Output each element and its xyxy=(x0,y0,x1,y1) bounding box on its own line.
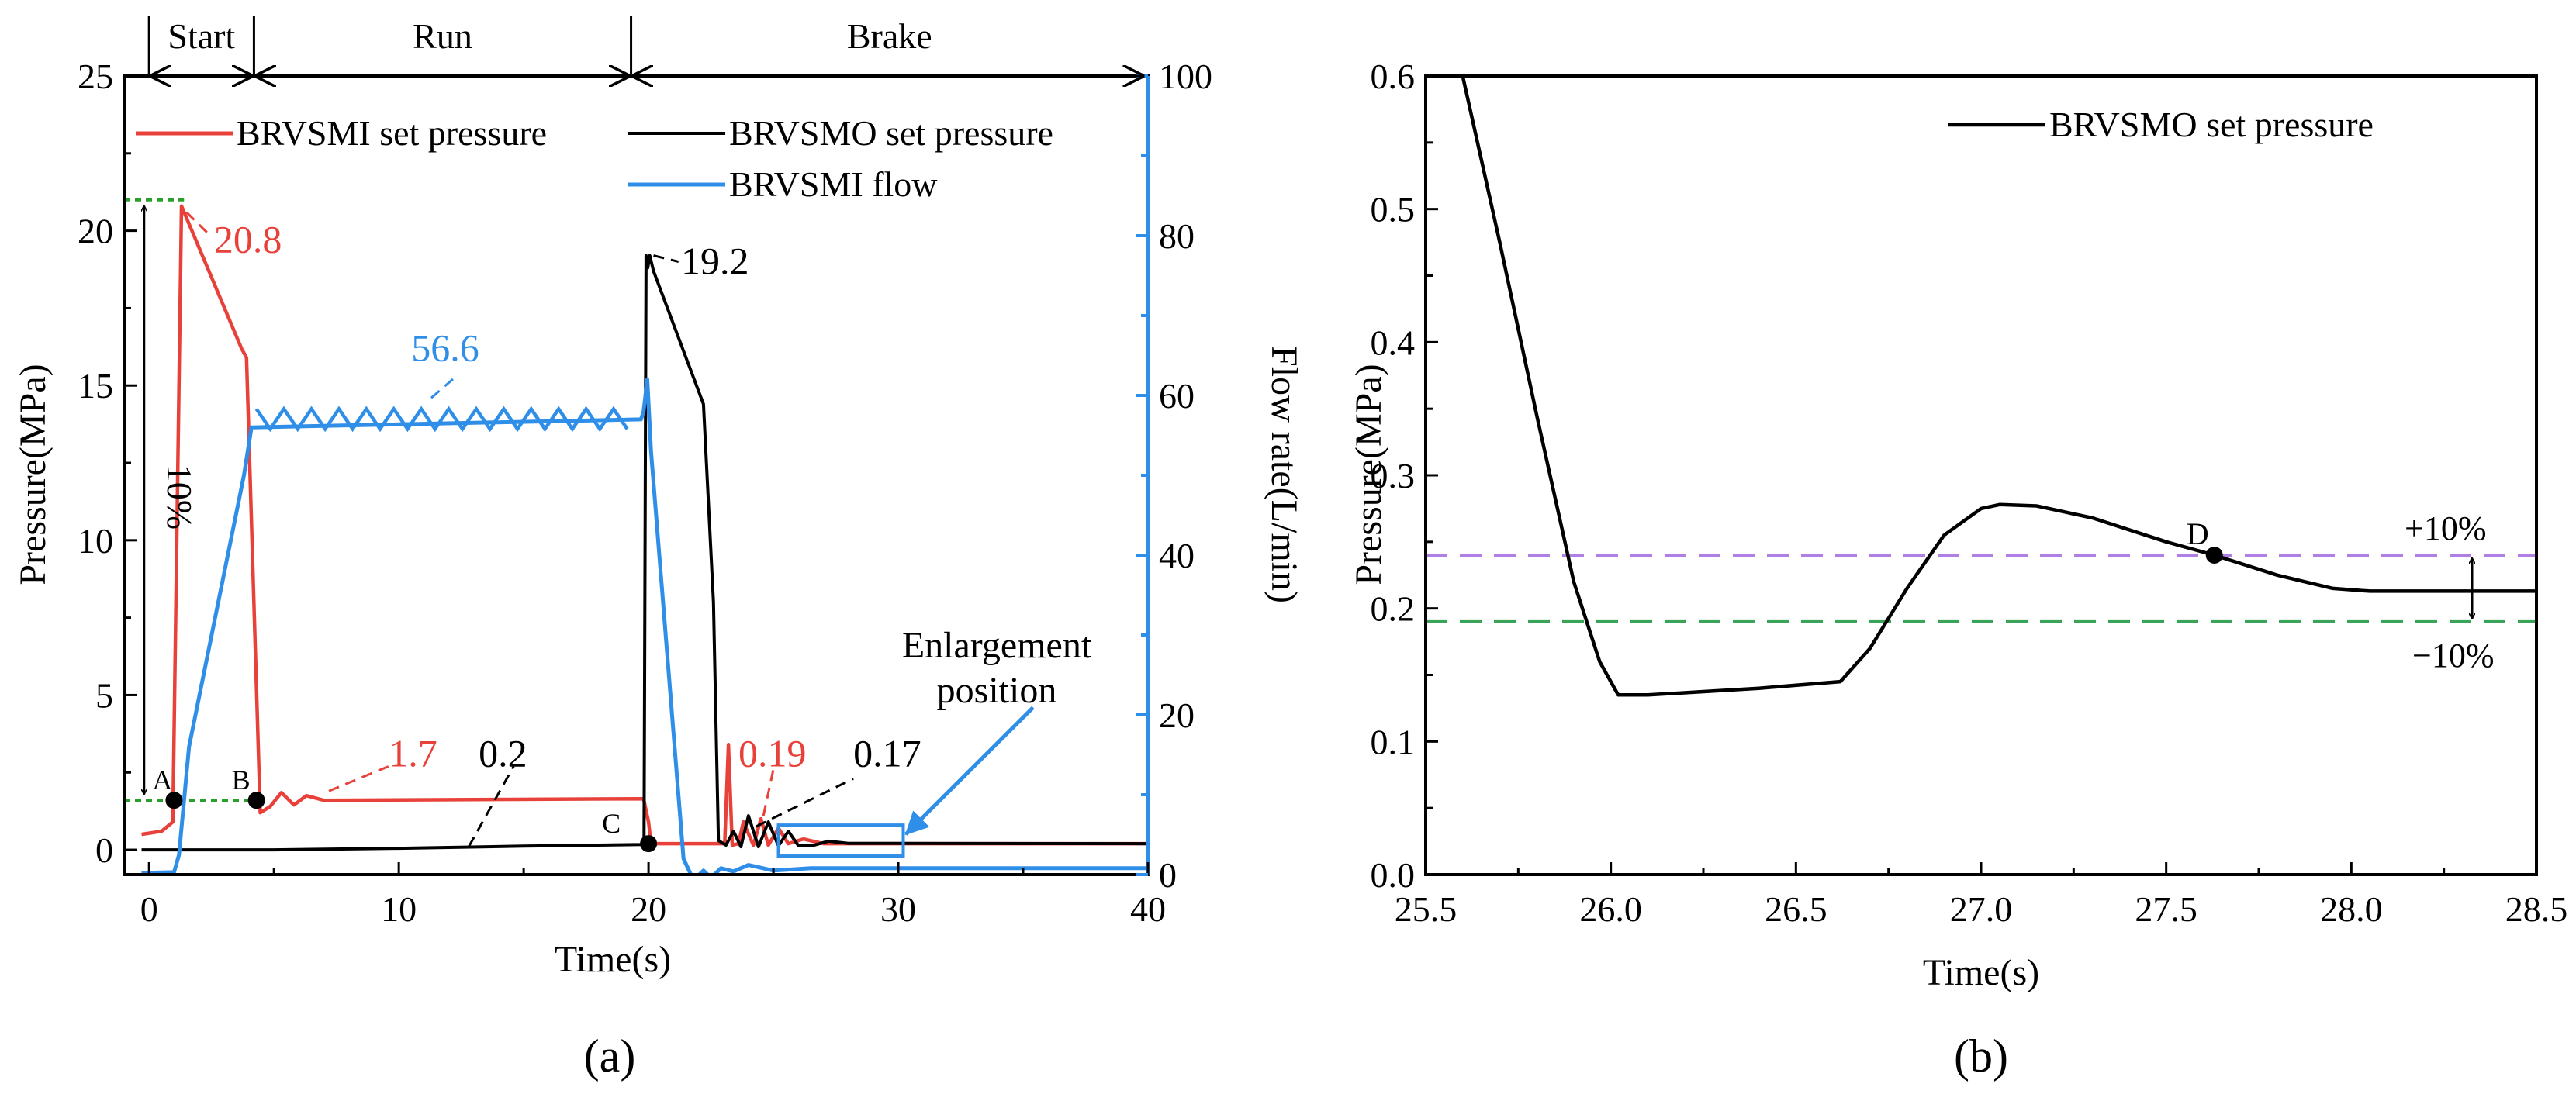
point-a-label: A xyxy=(152,764,172,795)
x-tick-label: 26.0 xyxy=(1579,889,1642,929)
panel-a: 0 10 20 30 40 0 5 10 15 20 25 0 20 40 60… xyxy=(12,16,1305,1082)
y-tick-label: 0.3 xyxy=(1371,456,1416,495)
series-brvsmo-set-pressure-zoom xyxy=(1461,76,2536,697)
panel-a-ticks xyxy=(124,74,1150,876)
y-tick-label: 20 xyxy=(78,212,113,251)
band-plus-label: +10% xyxy=(2405,509,2486,547)
panel-a-x-tick-labels: 0 10 20 30 40 xyxy=(140,889,1166,929)
leader-line xyxy=(467,765,515,847)
legend-label-black: BRVSMO set pressure xyxy=(729,113,1053,153)
y-tick-label: 0.2 xyxy=(1371,589,1416,629)
right-y-tick-label: 80 xyxy=(1159,216,1195,256)
phase-label-start: Start xyxy=(168,16,235,56)
right-y-tick-label: 60 xyxy=(1159,376,1195,416)
leader-line xyxy=(430,375,458,399)
y-tick-label: 0.1 xyxy=(1371,722,1416,761)
right-y-tick-label: 100 xyxy=(1159,57,1212,96)
point-c-label: C xyxy=(602,808,621,839)
y-tick-label: 0 xyxy=(95,830,113,870)
x-tick-label: 28.5 xyxy=(2505,889,2568,929)
phase-markers: Start Run Brake xyxy=(147,16,1143,76)
x-tick-label: 10 xyxy=(381,889,417,929)
point-b-marker xyxy=(247,792,265,809)
panel-a-axes-frame xyxy=(123,74,1150,876)
phase-label-brake: Brake xyxy=(847,16,932,56)
panel-a-right-axis-label: Flow rate(L/min) xyxy=(1264,346,1305,603)
legend-label-black: BRVSMO set pressure xyxy=(2049,105,2374,144)
leader-line xyxy=(328,764,389,792)
y-tick-label: 0.5 xyxy=(1371,190,1416,229)
leader-line xyxy=(762,768,775,816)
point-d-marker xyxy=(2205,547,2223,564)
legend-label-red: BRVSMI set pressure xyxy=(237,113,547,153)
flow-plateau-label: 56.6 xyxy=(411,326,479,369)
x-tick-label: 0 xyxy=(140,889,158,929)
point-c-marker xyxy=(640,835,658,853)
series-brvsmo-set-pressure xyxy=(141,254,1148,852)
panel-b-ticks xyxy=(1424,74,2538,876)
right-y-tick-label: 40 xyxy=(1159,536,1195,575)
y-tick-label: 25 xyxy=(78,57,113,96)
series-brvsmi-flow xyxy=(141,377,1148,875)
panel-a-x-axis-label: Time(s) xyxy=(555,939,671,980)
legend-label-blue: BRVSMI flow xyxy=(729,164,938,204)
percent-label: 10% xyxy=(160,464,199,530)
y-tick-label: 0.6 xyxy=(1371,57,1416,96)
enlargement-label-line2: position xyxy=(937,670,1057,711)
y-tick-label: 10 xyxy=(78,521,113,561)
point-a-marker xyxy=(165,792,183,809)
peak-red-label: 20.8 xyxy=(214,218,282,261)
x-tick-label: 27.0 xyxy=(1950,889,2013,929)
leader-line xyxy=(653,254,679,263)
x-tick-label: 40 xyxy=(1130,889,1166,929)
panel-a-right-tick-labels: 0 20 40 60 80 100 xyxy=(1159,57,1212,895)
panel-b-plot-area xyxy=(1426,76,2536,697)
right-y-tick-label: 20 xyxy=(1159,695,1195,735)
x-tick-label: 30 xyxy=(880,889,916,929)
panel-b-legend: BRVSMO set pressure xyxy=(1948,105,2374,144)
phase-label-run: Run xyxy=(413,16,472,56)
red-steady-label: 1.7 xyxy=(389,731,437,775)
panel-a-y-axis-label: Pressure(MPa) xyxy=(12,364,54,585)
panel-a-label: (a) xyxy=(584,1030,636,1082)
black-steady-label: 0.2 xyxy=(479,731,527,775)
panel-a-legend: BRVSMI set pressure BRVSMO set pressure … xyxy=(136,113,1053,204)
x-tick-label: 28.0 xyxy=(2320,889,2383,929)
red-brake-label: 0.19 xyxy=(738,731,807,775)
leader-line xyxy=(755,777,854,828)
panel-b-label: (b) xyxy=(1954,1030,2008,1082)
flow-ripple xyxy=(254,406,629,433)
panel-a-annotations: 10% 20.8 19.2 56.6 1.7 0.2 0.19 0.17 Enl… xyxy=(144,206,1092,853)
y-tick-label: 0.4 xyxy=(1371,323,1416,362)
leader-line xyxy=(185,211,213,238)
panel-a-plot-area xyxy=(124,198,1148,875)
enlargement-label-line1: Enlargement xyxy=(902,625,1092,666)
panel-b-axes-frame xyxy=(1424,74,2538,876)
panel-b-x-tick-labels: 25.5 26.0 26.5 27.0 27.5 28.0 28.5 xyxy=(1395,889,2568,929)
peak-black-label: 19.2 xyxy=(681,240,749,283)
panel-b-annotations: D +10% −10% xyxy=(2187,509,2495,675)
panel-b-x-axis-label: Time(s) xyxy=(1923,952,2039,993)
y-tick-label: 5 xyxy=(95,675,113,715)
panel-b-y-tick-labels: 0.0 0.1 0.2 0.3 0.4 0.5 0.6 xyxy=(1371,57,1416,895)
enlargement-box xyxy=(776,823,905,858)
point-d-label: D xyxy=(2187,516,2209,551)
panel-a-y-tick-labels: 0 5 10 15 20 25 xyxy=(78,57,113,870)
enlargement-arrow xyxy=(904,706,1035,836)
right-y-tick-label: 0 xyxy=(1159,855,1177,895)
y-tick-label: 0.0 xyxy=(1371,855,1416,895)
x-tick-label: 20 xyxy=(631,889,666,929)
panel-b-y-axis-label: Pressure(MPa) xyxy=(1348,364,1389,585)
x-tick-label: 27.5 xyxy=(2135,889,2197,929)
x-tick-label: 26.5 xyxy=(1765,889,1827,929)
point-b-label: B xyxy=(232,764,251,795)
y-tick-label: 15 xyxy=(78,366,113,406)
band-minus-label: −10% xyxy=(2412,637,2494,675)
black-brake-label: 0.17 xyxy=(853,731,921,775)
x-tick-label: 25.5 xyxy=(1395,889,1457,929)
